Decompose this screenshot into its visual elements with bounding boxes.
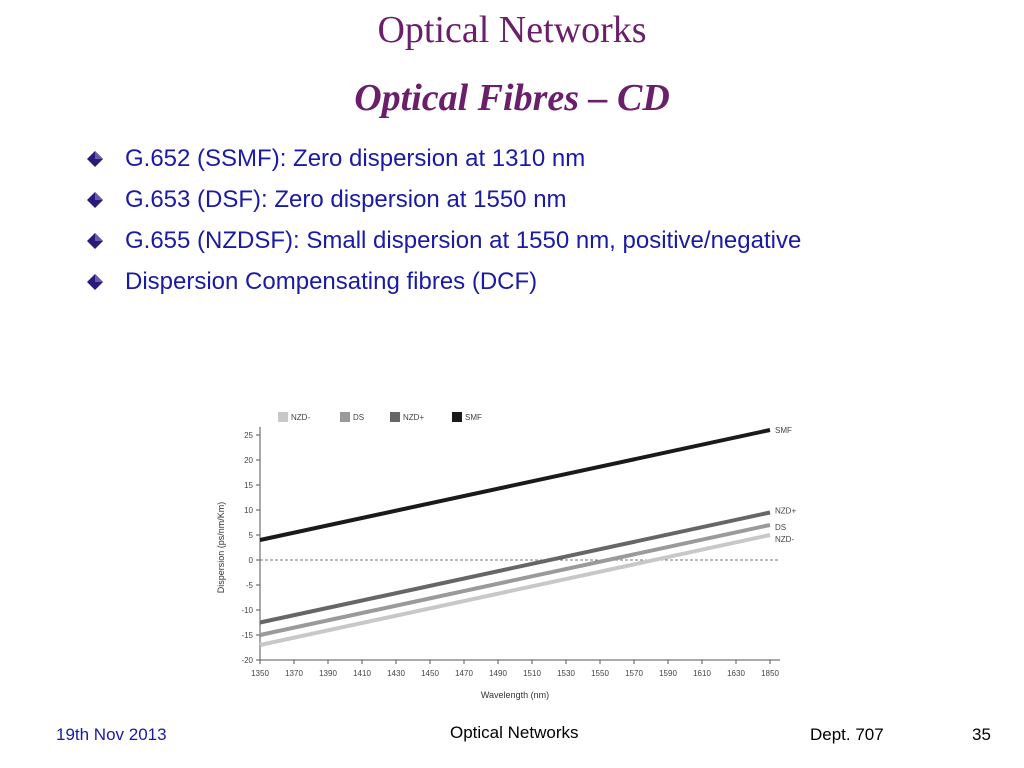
bullet-text: G.652 (SSMF): Zero dispersion at 1310 nm <box>125 145 586 172</box>
x-tick-label: 1550 <box>591 669 609 678</box>
page-number: 35 <box>972 725 991 744</box>
legend-swatch <box>340 412 350 422</box>
bullet-list: G.652 (SSMF): Zero dispersion at 1310 nm… <box>86 142 801 306</box>
series-end-label: DS <box>775 523 786 532</box>
y-tick-label: 15 <box>244 481 253 490</box>
bullet-text: G.655 (NZDSF): Small dispersion at 1550 … <box>125 227 802 254</box>
footer-date: 19th Nov 2013 <box>56 725 167 744</box>
x-tick-label: 1370 <box>285 669 303 678</box>
x-axis-label: Wavelength (nm) <box>481 690 549 700</box>
y-axis-label: Dispersion (ps/nm/Km) <box>216 502 226 594</box>
y-tick-label: 5 <box>249 531 254 540</box>
x-tick-label: 1510 <box>523 669 541 678</box>
series-line-nzd- <box>259 510 771 625</box>
legend-label: SMF <box>465 413 482 422</box>
series-end-label: SMF <box>775 426 792 435</box>
bullet-item: G.655 (NZDSF): Small dispersion at 1550 … <box>86 224 801 265</box>
legend-label: NZD+ <box>403 413 424 422</box>
series-line-smf <box>259 428 771 542</box>
diamond-bullet-icon <box>87 151 103 167</box>
y-tick-label: -5 <box>246 581 254 590</box>
legend-swatch <box>452 412 462 422</box>
bullet-item: Dispersion Compensating fibres (DCF) <box>86 265 801 306</box>
x-tick-label: 1530 <box>557 669 575 678</box>
footer-dept: Dept. 707 <box>810 725 884 744</box>
y-tick-label: -15 <box>241 631 253 640</box>
slide-subtitle: Optical Fibres – CD <box>354 77 670 119</box>
diamond-bullet-icon <box>87 233 103 249</box>
x-tick-label: 1390 <box>319 669 337 678</box>
y-tick-label: -10 <box>241 606 253 615</box>
legend-label: NZD- <box>291 413 310 422</box>
series-line-ds <box>259 523 771 637</box>
x-tick-label: 1350 <box>251 669 269 678</box>
bullet-item: G.653 (DSF): Zero dispersion at 1550 nm <box>86 183 801 224</box>
x-tick-label: 1430 <box>387 669 405 678</box>
x-tick-label: 1470 <box>455 669 473 678</box>
slide-title: Optical Networks <box>377 9 647 51</box>
x-tick-label: 1570 <box>625 669 643 678</box>
legend-swatch <box>278 412 288 422</box>
dispersion-chart: 25 20 15 10 5 0 -5 -10 -15 -20 1350 1370 1390 1410 143… <box>210 380 830 710</box>
x-tick-label: 1410 <box>353 669 371 678</box>
diamond-bullet-icon <box>87 192 103 208</box>
series-end-label: NZD- <box>775 535 794 544</box>
series-end-label: NZD+ <box>775 507 796 516</box>
series-line-nzd- <box>259 533 771 647</box>
x-tick-label: 1630 <box>727 669 745 678</box>
x-tick-label: 1490 <box>489 669 507 678</box>
legend-swatch <box>390 412 400 422</box>
x-tick-label: 1590 <box>659 669 677 678</box>
bullet-item: G.652 (SSMF): Zero dispersion at 1310 nm <box>86 142 801 183</box>
bullet-text: Dispersion Compensating fibres (DCF) <box>125 268 538 295</box>
x-tick-label: 1850 <box>761 669 779 678</box>
y-tick-label: 0 <box>249 556 254 565</box>
diamond-bullet-icon <box>87 274 103 290</box>
y-tick-label: 20 <box>244 456 253 465</box>
footer-title: Optical Networks <box>450 723 579 742</box>
y-tick-label: 25 <box>244 431 253 440</box>
x-tick-label: 1450 <box>421 669 439 678</box>
bullet-text: G.653 (DSF): Zero dispersion at 1550 nm <box>125 186 567 213</box>
y-tick-label: 10 <box>244 506 253 515</box>
x-tick-label: 1610 <box>693 669 711 678</box>
legend-label: DS <box>353 413 364 422</box>
y-tick-label: -20 <box>241 656 253 665</box>
